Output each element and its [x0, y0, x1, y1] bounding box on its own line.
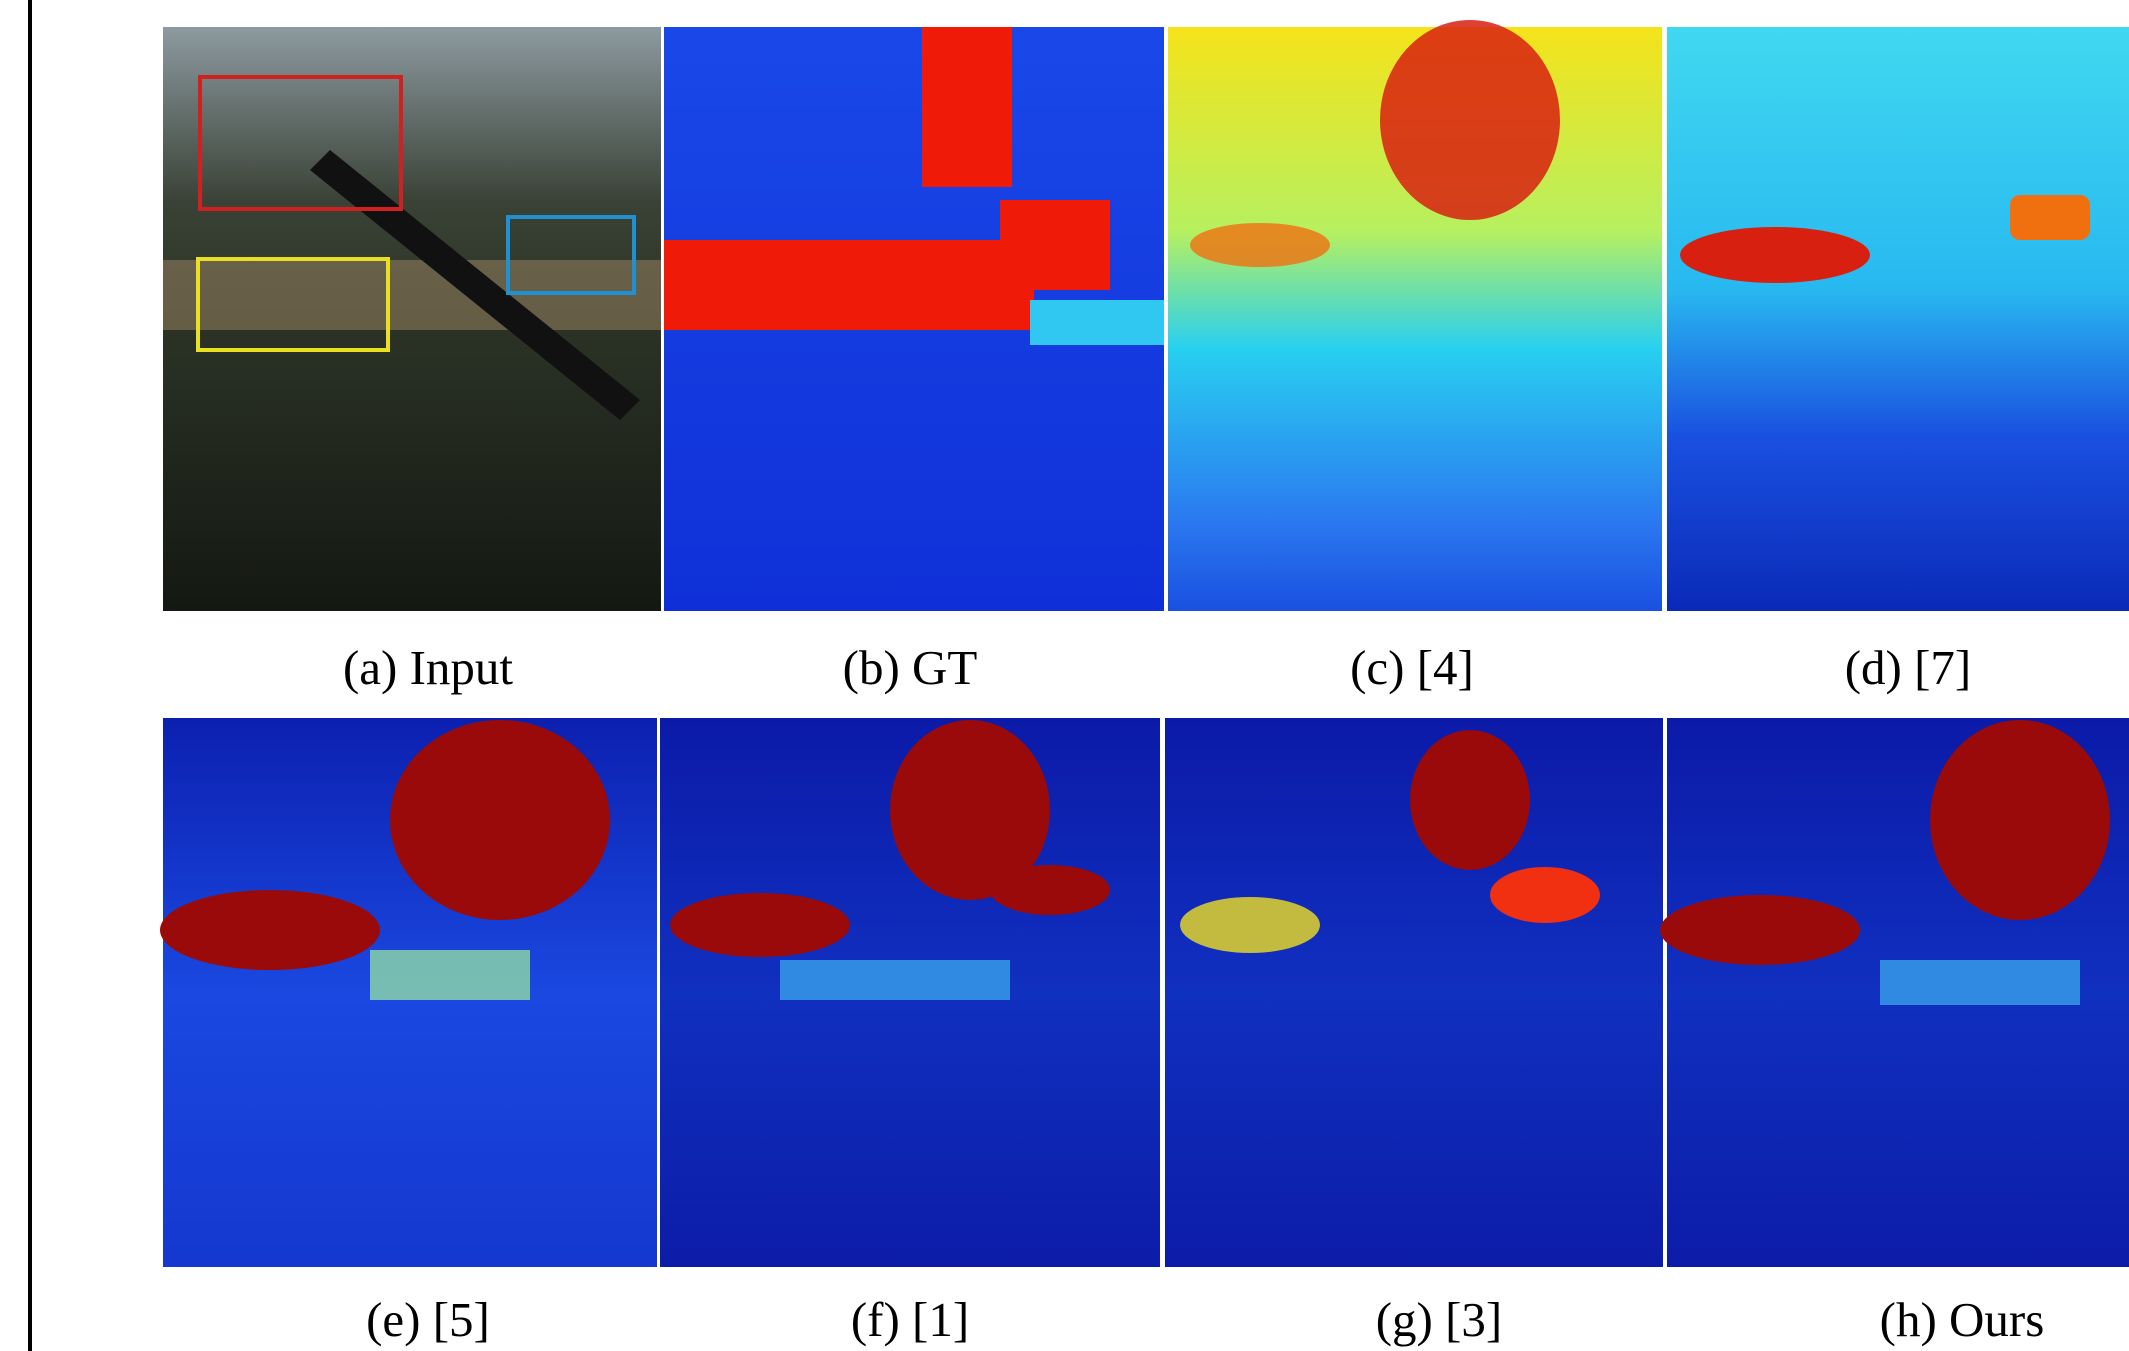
caption: (g) [3]: [1376, 1292, 1503, 1347]
figure: (a) Input (b) GT (c) [4] (d) [7] (e) [5]…: [0, 0, 2129, 1351]
method-5-map: [160, 718, 657, 1267]
gt-map: [664, 27, 1164, 611]
caption: (c) [4]: [1350, 640, 1474, 695]
caption: (a) Input: [343, 640, 513, 695]
caption: (d) [7]: [1845, 640, 1972, 695]
caption: (f) [1]: [851, 1292, 969, 1347]
input-image: [163, 27, 661, 611]
method-1-map: [660, 718, 1160, 1267]
caption: (e) [5]: [366, 1292, 490, 1347]
ours-map: [1660, 718, 2129, 1267]
caption: (b) GT: [843, 640, 978, 695]
method-3-map: [1165, 718, 1663, 1267]
caption: (h) Ours: [1880, 1292, 2045, 1347]
method-4-map: [1168, 20, 1662, 611]
method-7-map: [1667, 27, 2129, 611]
